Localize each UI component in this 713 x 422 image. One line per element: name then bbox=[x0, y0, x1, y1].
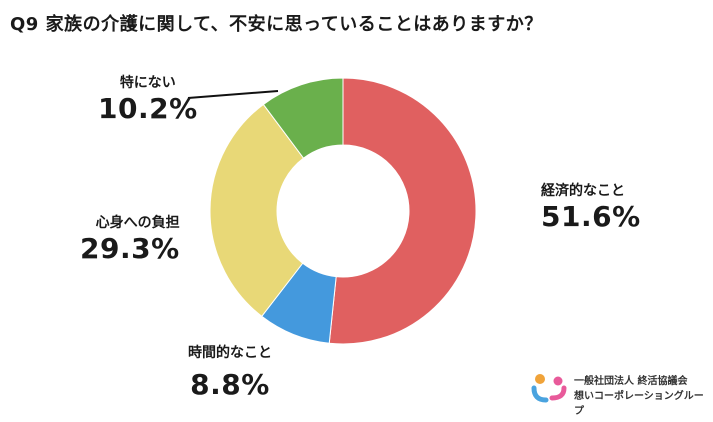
label-burden-name: 心身への負担 bbox=[95, 215, 180, 231]
label-none-value: 10.2% bbox=[98, 92, 198, 125]
donut-slices bbox=[209, 77, 477, 345]
slice-economic bbox=[328, 77, 477, 345]
logo-text: 一般社団法人 終活協議会 想いコーポレーショングループ bbox=[574, 374, 708, 419]
slice-burden bbox=[209, 103, 305, 317]
label-none: 特にない 10.2% bbox=[98, 72, 198, 125]
label-economic-value: 51.6% bbox=[541, 200, 641, 233]
logo-mark-icon bbox=[531, 374, 567, 403]
leader-line bbox=[187, 90, 279, 99]
logo-line-2: 想いコーポレーショングループ bbox=[574, 391, 704, 417]
organization-logo: 一般社団法人 終活協議会 想いコーポレーショングループ bbox=[528, 370, 708, 417]
label-time-value: 8.8% bbox=[190, 368, 270, 401]
label-none-name: 特にない bbox=[119, 75, 176, 91]
label-economic: 経済的なこと 51.6% bbox=[541, 180, 641, 233]
label-burden-value: 29.3% bbox=[80, 232, 180, 265]
label-economic-name: 経済的なこと bbox=[541, 183, 625, 199]
chart-title: Q9 家族の介護に関して、不安に思っていることはありますか？ bbox=[10, 14, 543, 35]
label-time: 時間的なこと 8.8% bbox=[188, 342, 272, 401]
slice-none bbox=[262, 77, 344, 159]
logo-line-1: 一般社団法人 終活協議会 bbox=[574, 376, 688, 387]
label-burden: 心身への負担 29.3% bbox=[80, 212, 180, 265]
label-time-name: 時間的なこと bbox=[188, 345, 272, 361]
